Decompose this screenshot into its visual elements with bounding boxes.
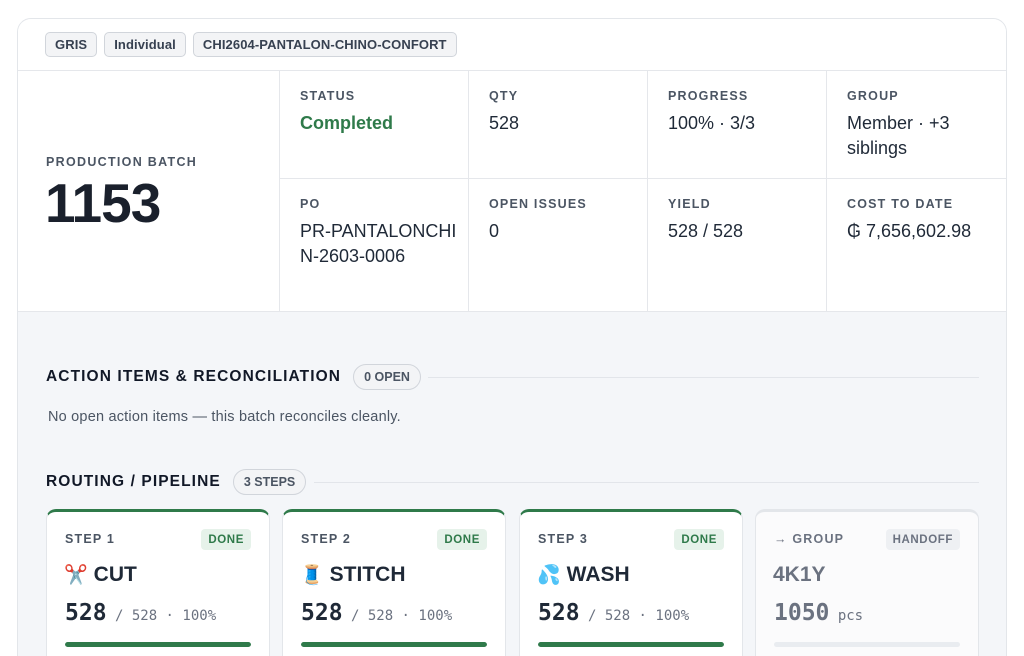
step-card-stitch[interactable]: STEP 2 DONE 🧵 STITCH 528 / 528 · 100% <box>282 509 506 656</box>
step-count: 528 / 528 · 100% <box>301 600 452 626</box>
open-issues-cell: OPEN ISSUES 0 <box>469 179 648 311</box>
no-action-items-message: No open action items — this batch reconc… <box>48 409 401 425</box>
batch-summary: PRODUCTION BATCH 1153 STATUS Completed Q… <box>18 71 1006 312</box>
batch-number: 1153 <box>45 172 161 234</box>
step-label: STEP 3 <box>538 532 589 546</box>
po-label: PO <box>300 197 321 211</box>
step-card-cut[interactable]: STEP 1 DONE ✂️ CUT 528 / 528 · 100% <box>46 509 270 656</box>
cost-cell: COST TO DATE ₲ 7,656,602.98 <box>827 179 1006 311</box>
progress-label: PROGRESS <box>668 89 749 103</box>
yield-cell: YIELD 528 / 528 <box>648 179 827 311</box>
step-count: 528 / 528 · 100% <box>538 600 689 626</box>
open-issues-label: OPEN ISSUES <box>489 197 587 211</box>
group-handoff-label: → GROUP <box>774 532 845 546</box>
done-badge: DONE <box>674 529 724 550</box>
water-droplets-icon: 💦 <box>537 565 561 586</box>
cost-value: ₲ 7,656,602.98 <box>847 221 972 241</box>
step-name-text: WASH <box>566 563 630 586</box>
step-progress-bar <box>538 642 724 647</box>
group-handoff-card[interactable]: → GROUP HANDOFF 4K1Y 1050 pcs <box>755 509 979 656</box>
step-label: STEP 2 <box>301 532 352 546</box>
thread-spool-icon: 🧵 <box>300 565 324 586</box>
open-count-pill: 0 OPEN <box>353 364 421 390</box>
group-unit: pcs <box>829 608 864 624</box>
handoff-badge: HANDOFF <box>885 529 960 550</box>
po-value[interactable]: PR-PANTALONCHIN-2603-0006 <box>300 221 457 266</box>
scissors-icon: ✂️ <box>64 565 88 586</box>
action-items-header: ACTION ITEMS & RECONCILIATION 0 OPEN <box>46 364 421 390</box>
group-count: 1050 pcs <box>774 600 863 626</box>
production-batch-card: GRIS Individual CHI2604-PANTALON-CHINO-C… <box>17 18 1007 656</box>
step-label: STEP 1 <box>65 532 116 546</box>
group-progress-bar <box>774 642 960 647</box>
routing-title: ROUTING / PIPELINE <box>46 473 221 490</box>
group-code: 4K1Y <box>773 563 826 586</box>
step-name: 💦 WASH <box>537 563 630 587</box>
step-count: 528 / 528 · 100% <box>65 600 216 626</box>
status-cell: STATUS Completed <box>280 71 469 179</box>
qty-label: QTY <box>489 89 519 103</box>
type-tag[interactable]: Individual <box>104 32 186 57</box>
step-name: ✂️ CUT <box>64 563 137 587</box>
action-items-title: ACTION ITEMS & RECONCILIATION <box>46 368 342 385</box>
status-value: Completed <box>300 113 394 133</box>
step-progress-bar <box>65 642 251 647</box>
status-label: STATUS <box>300 89 356 103</box>
batch-label: PRODUCTION BATCH <box>46 155 198 169</box>
yield-value: 528 / 528 <box>668 221 744 241</box>
step-total: / 528 · 100% <box>106 608 217 624</box>
step-count-pill: 3 STEPS <box>232 469 307 495</box>
step-done-count: 528 <box>301 600 343 626</box>
group-cell[interactable]: GROUP Member · +3 siblings <box>827 71 1006 179</box>
step-progress-bar <box>301 642 487 647</box>
tag-bar: GRIS Individual CHI2604-PANTALON-CHINO-C… <box>18 19 1006 71</box>
progress-cell: PROGRESS 100% · 3/3 <box>648 71 827 179</box>
step-name-text: STITCH <box>329 563 406 586</box>
group-piece-count: 1050 <box>774 600 830 626</box>
step-name: 🧵 STITCH <box>300 563 406 587</box>
step-done-count: 528 <box>65 600 107 626</box>
step-progress-fill <box>538 642 724 647</box>
style-tag[interactable]: CHI2604-PANTALON-CHINO-CONFORT <box>192 32 457 57</box>
open-issues-value: 0 <box>489 221 500 241</box>
step-progress-fill <box>301 642 487 647</box>
group-label: GROUP <box>847 89 899 103</box>
step-total: / 528 · 100% <box>342 608 453 624</box>
step-card-wash[interactable]: STEP 3 DONE 💦 WASH 528 / 528 · 100% <box>519 509 743 656</box>
step-total: / 528 · 100% <box>579 608 690 624</box>
section-divider <box>428 377 979 378</box>
done-badge: DONE <box>201 529 251 550</box>
qty-cell: QTY 528 <box>469 71 648 179</box>
step-done-count: 528 <box>538 600 580 626</box>
batch-id-panel: PRODUCTION BATCH 1153 <box>18 71 280 311</box>
done-badge: DONE <box>437 529 487 550</box>
section-divider <box>314 482 979 483</box>
cost-label: COST TO DATE <box>847 197 954 211</box>
group-value[interactable]: Member · +3 siblings <box>847 113 950 158</box>
routing-header: ROUTING / PIPELINE 3 STEPS <box>46 469 307 495</box>
progress-value: 100% · 3/3 <box>668 113 756 133</box>
step-name-text: CUT <box>93 563 137 586</box>
color-tag[interactable]: GRIS <box>45 32 98 57</box>
po-cell[interactable]: PO PR-PANTALONCHIN-2603-0006 <box>280 179 469 311</box>
yield-label: YIELD <box>668 197 711 211</box>
qty-value: 528 <box>489 113 520 133</box>
step-progress-fill <box>65 642 251 647</box>
